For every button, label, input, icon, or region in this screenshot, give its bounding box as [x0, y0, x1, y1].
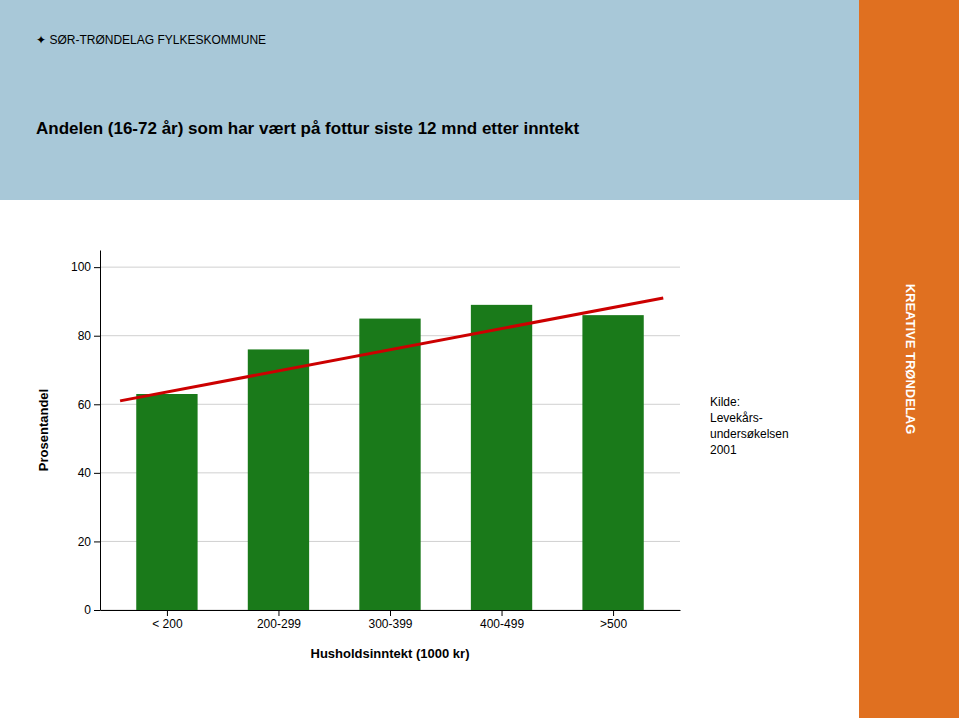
bar: [136, 394, 197, 610]
y-axis: 0 20 40 60 80 100: [71, 251, 101, 618]
x-tick: 200-299: [257, 610, 301, 631]
y-tick-mark: [94, 404, 100, 405]
bar: [471, 305, 532, 610]
y-tick: 80: [78, 329, 100, 343]
sidebar-text: KREATIVE TRØNDELAG: [903, 284, 918, 435]
trend-line: [120, 298, 663, 401]
page-background: [0, 0, 959, 718]
y-tick: 60: [78, 398, 100, 412]
bar: [248, 349, 309, 610]
y-tick-mark: [94, 336, 100, 337]
plot-area: 0 20 40 60 80 100 < 200 200-299 300-399 400-499 >5…: [36, 251, 681, 662]
x-tick-mark: [167, 610, 168, 616]
y-tick-label: 100: [71, 260, 91, 274]
grid: [100, 267, 680, 610]
y-tick: 20: [78, 535, 100, 549]
y-tick-mark: [94, 473, 100, 474]
bar: [582, 315, 643, 610]
x-axis-title: Husholdsinntekt (1000 kr): [311, 646, 470, 661]
header-band: [0, 0, 859, 200]
y-tick: 100: [71, 260, 100, 274]
x-tick: < 200: [152, 610, 183, 631]
x-tick-label: >500: [600, 617, 627, 631]
x-tick-mark: [502, 610, 503, 616]
y-tick: 0: [84, 603, 100, 617]
y-tick-label: 0: [84, 603, 91, 617]
y-tick-mark: [94, 267, 100, 268]
x-tick: 300-399: [368, 610, 412, 631]
x-tick-mark: [278, 610, 279, 616]
x-tick: 400-499: [480, 610, 524, 631]
y-tick-label: 80: [78, 329, 92, 343]
x-tick-label: < 200: [152, 617, 183, 631]
annotation-line: Levekårs-: [710, 411, 763, 425]
y-tick-mark: [94, 541, 100, 542]
x-tick-mark: [613, 610, 614, 616]
annotation: Kilde: Levekårs-undersøkelsen 2001: [710, 395, 789, 457]
y-axis-line: [100, 251, 101, 611]
chart-svg: ✦ SØR-TRØNDELAG FYLKESKOMMUNE Andelen (16…: [0, 0, 959, 718]
marks: [120, 298, 663, 610]
chart-root: ✦ SØR-TRØNDELAG FYLKESKOMMUNE Andelen (16…: [0, 0, 959, 718]
x-tick-label: 300-399: [368, 617, 412, 631]
grid-line: [100, 267, 680, 268]
x-tick-label: 400-499: [480, 617, 524, 631]
y-tick-label: 60: [78, 398, 92, 412]
annotation-line: undersøkelsen: [710, 427, 789, 441]
y-tick-label: 40: [78, 466, 92, 480]
bar: [359, 319, 420, 610]
x-tick-label: 200-299: [257, 617, 301, 631]
y-axis-title: Prosentandel: [36, 389, 51, 471]
sidebar-band: [859, 0, 959, 718]
x-tick-mark: [390, 610, 391, 616]
header-text: ✦ SØR-TRØNDELAG FYLKESKOMMUNE: [36, 33, 266, 47]
x-axis: < 200 200-299 300-399 400-499 >500: [101, 610, 681, 631]
y-tick: 40: [78, 466, 100, 480]
annotation-line: Kilde:: [710, 395, 740, 409]
annotation-line: 2001: [710, 443, 737, 457]
y-tick-label: 20: [78, 535, 92, 549]
y-tick-mark: [94, 610, 100, 611]
chart-title: Andelen (16-72 år) som har vært på fottu…: [36, 119, 580, 138]
x-tick: >500: [600, 610, 627, 631]
